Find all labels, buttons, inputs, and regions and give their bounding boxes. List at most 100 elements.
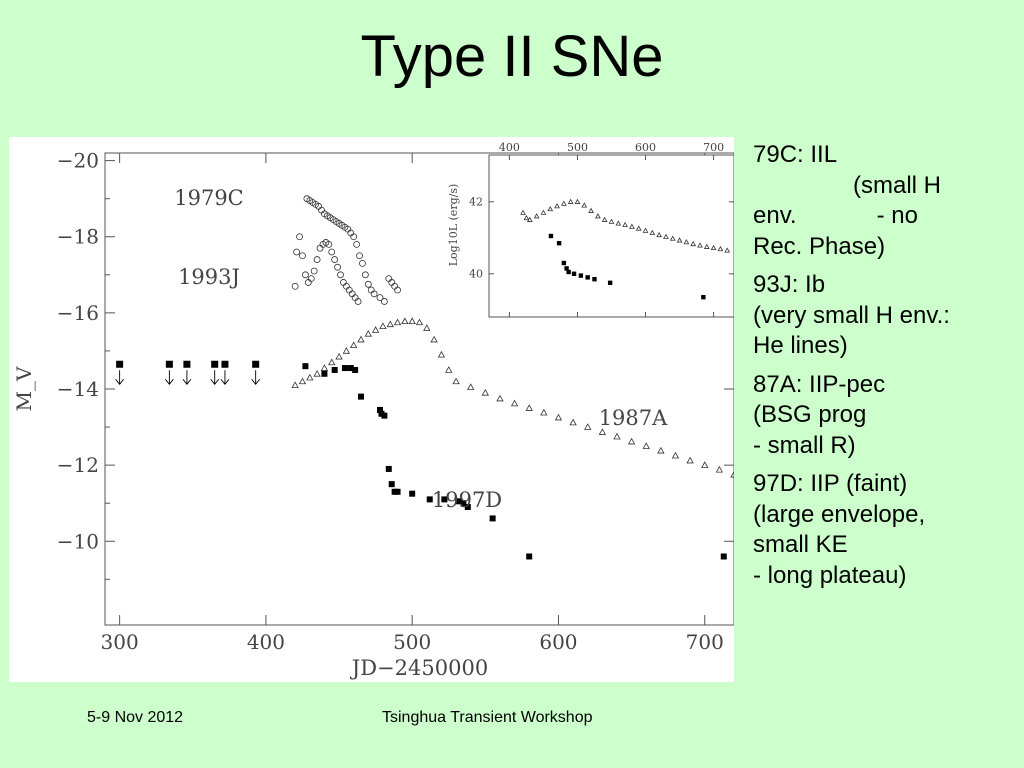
point-1979C [356,252,363,260]
point-1987A [364,329,372,337]
y-tick-label: −18 [57,225,99,249]
point-1987A [306,373,314,381]
inset-y-axis-label: Log10L (erg/s) [447,184,460,267]
point-1997D [357,393,364,400]
point-upper-limits [165,360,173,368]
inset-point-1987A [710,244,717,251]
note-line: env. - no [753,202,918,229]
inset-point-1987A [533,213,540,219]
inset-point-1987A [703,243,710,249]
inset-point-1997D [548,233,554,239]
point-1997D [347,365,354,372]
inset-point-1987A [588,207,594,213]
point-1987A [686,456,694,464]
point-1987A [328,358,336,366]
inset-point-1997D [561,260,567,266]
point-1993J [331,256,339,263]
inset-point-1987A [690,240,697,247]
y-tick-label: 42 [469,196,483,209]
point-1993J [293,248,301,256]
point-1987A [408,317,416,325]
point-1987A [335,352,343,360]
point-1987A [671,451,680,459]
point-1987A [291,381,299,388]
point-1993J [310,267,318,275]
point-1979C [394,286,401,294]
inset-point-1987A [724,247,731,253]
inset-point-1997D [556,241,562,246]
y-tick-label: −20 [57,149,99,173]
inset-point-1987A [669,235,676,241]
point-1997D [464,504,471,510]
inset-point-1997D [701,295,706,300]
point-1979C [370,290,378,298]
x-tick-label: 400 [499,141,520,154]
y-tick-label: −14 [57,377,99,401]
inset-point-1997D [585,275,590,280]
note-line: small KE [753,531,848,558]
point-1987A [627,437,636,445]
inset-point-1997D [607,280,613,285]
point-1987A [342,347,351,354]
point-1997D [441,496,448,503]
point-1987A [393,318,402,326]
point-1987A [401,317,409,325]
point-1997D [526,553,533,560]
inset-point-1987A [567,198,574,204]
point-1997D [426,496,433,503]
point-1997D [460,500,467,507]
x-tick-label: 600 [539,630,577,654]
point-1993J [307,275,315,283]
inset-point-1987A [663,233,669,239]
inset-point-1987A [656,231,663,238]
point-1993J [313,256,321,263]
point-1987A [584,423,592,430]
note-line: Rec. Phase) [753,232,886,260]
point-1987A [730,470,734,478]
point-1997D [352,366,359,373]
y-tick-label: 40 [469,268,483,281]
point-1987A [554,413,563,421]
point-1997D [321,370,328,377]
inset-point-1997D [578,273,584,278]
point-1997D [455,498,462,505]
inset-point-1987A [581,202,588,208]
note-1: 79C: IIL (small H env. - no Rec. Phase) [753,140,1018,262]
point-1979C [353,240,361,248]
point-upper-limits-arrow [115,370,124,385]
point-1987A [715,465,724,473]
point-1987A [415,318,424,326]
inset-point-1997D [592,277,597,282]
inset-point-1987A [595,213,601,219]
x-tick-label: 400 [247,630,285,654]
inset-point-1987A [547,205,554,212]
note-4: 97D: IIP (faint) (large envelope, small KE… [753,469,1018,591]
note-line: - long plateau) [753,561,907,589]
point-1987A [481,388,490,396]
point-1997D [394,488,401,495]
inset-point-1987A [642,227,649,233]
point-1987A [298,377,307,385]
point-1987A [349,341,358,349]
point-1979C [380,298,388,305]
inset-point-1987A [622,221,628,227]
x-tick-label: 500 [393,630,431,654]
point-1993J [291,282,299,290]
point-1997D [302,363,309,370]
note-2: 93J: Ib (very small H env.: He lines) [753,270,1018,362]
point-upper-limits-arrow [165,370,174,385]
inset-point-1987A [635,225,642,231]
note-line: (small H [853,171,941,199]
point-1987A [613,432,621,440]
inset-point-1987A [540,209,547,215]
note-line: 79C: IIL [753,141,838,168]
point-1993J [354,298,362,305]
point-1987A [452,377,460,385]
point-1987A [540,408,548,416]
point-1993J [299,252,306,260]
footer-event: Tsinghua Transient Workshop [382,709,593,726]
note-line: - small R) [753,431,856,459]
note-line: 87A: IIP-pec [753,370,886,398]
point-1993J [328,248,336,256]
point-upper-limits-arrow [210,370,220,385]
